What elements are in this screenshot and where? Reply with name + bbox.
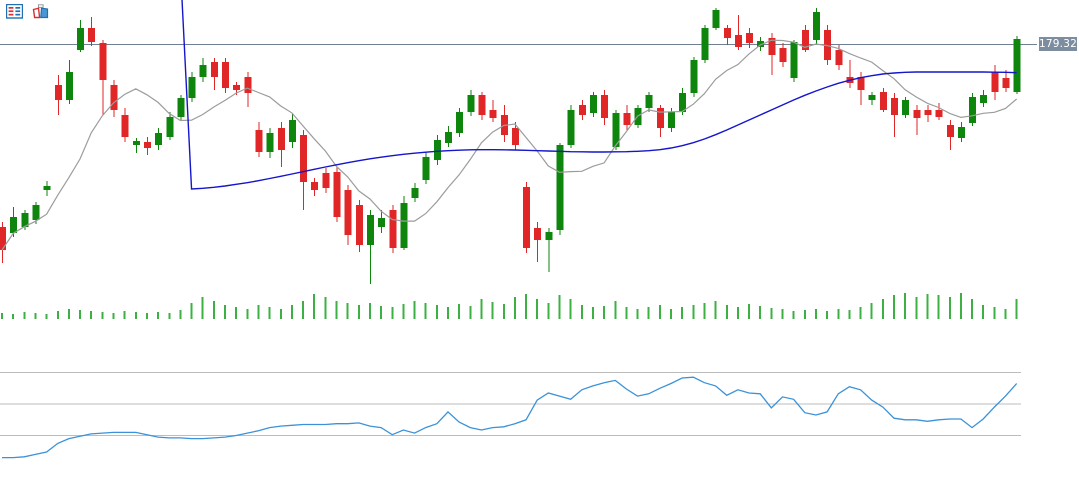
volume-bars: [1, 293, 1018, 319]
quote-list-icon: [5, 3, 24, 19]
quote-list-button[interactable]: [5, 3, 24, 20]
linked-charts-button[interactable]: [31, 4, 50, 20]
fast-sma-line: [1, 39, 1018, 251]
chart-toolbar: [5, 3, 50, 20]
oscillator-gridlines: [0, 372, 1021, 436]
last-price-badge: 179.32: [1039, 37, 1077, 51]
linked-charts-icon: [32, 4, 48, 19]
candles-group: [0, 8, 1021, 284]
slow-ma-line: [181, 0, 1017, 190]
oscillator-line: [2, 376, 1018, 459]
